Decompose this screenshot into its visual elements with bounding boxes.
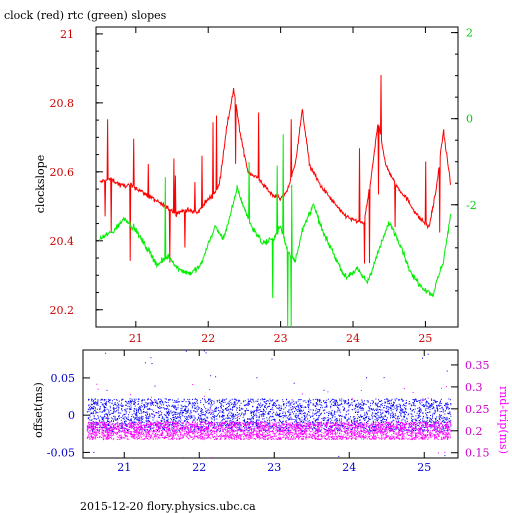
offset-x-tick-label-2: 23 — [267, 461, 281, 474]
rndtrip-y2-axis-label: rnd-trip(ms) — [497, 386, 510, 454]
series-line-rtc — [99, 134, 452, 328]
offset-x-tick-label-3: 24 — [342, 461, 356, 474]
offset-y-tick-label-0: -0.05 — [47, 446, 75, 459]
slopes-x-tick-label-4: 25 — [418, 332, 432, 345]
series-line-clock — [99, 74, 452, 264]
slopes-y2-tick-label-1: 0 — [466, 113, 473, 126]
offset-panel: 21 22 23 24 25 -0.05 0 0.05 0.15 0.2 0.25 0.3 0.35… — [32, 349, 510, 474]
offset-y-tick-label-1: 0 — [68, 409, 75, 422]
slopes-plot-frame — [95, 26, 459, 328]
offset-y-tick-label-2: 0.05 — [51, 372, 76, 385]
offset-x-tick-label-1: 22 — [192, 461, 206, 474]
footer-text: 2015-12-20 flory.physics.ubc.ca — [80, 500, 256, 513]
slopes-y2-tick-label-2: 2 — [466, 27, 473, 40]
slopes-x-tick-label-3: 24 — [346, 332, 360, 345]
rndtrip-y2-ticks: 0.15 0.2 0.25 0.3 0.35 — [451, 359, 490, 460]
offset-plot-frame — [82, 349, 459, 459]
slopes-panel: 21 22 23 24 25 20.2 20.4 20.6 20.8 21 -2 0 2 clock… — [34, 26, 477, 345]
rndtrip-y2-tick-label-3: 0.3 — [465, 381, 483, 394]
slopes-y-tick-label-2: 20.6 — [50, 166, 75, 179]
rndtrip-y2-tick-label-0: 0.15 — [465, 447, 490, 460]
offset-y-ticks: -0.05 0 0.05 — [47, 372, 90, 459]
slopes-x-tick-label-1: 22 — [201, 332, 215, 345]
slopes-y-tick-label-4: 21 — [60, 28, 74, 41]
rndtrip-y2-tick-label-4: 0.35 — [465, 359, 490, 372]
slopes-y-axis-label: clockslope — [34, 155, 47, 213]
offset-y-axis-label: offset(ms) — [32, 382, 45, 438]
slopes-y-tick-label-1: 20.4 — [50, 235, 75, 248]
slopes-series — [99, 74, 452, 328]
slopes-y-tick-label-0: 20.2 — [50, 304, 75, 317]
slopes-x-tick-label-0: 21 — [129, 332, 143, 345]
offset-rndtrip-points — [86, 350, 452, 458]
slopes-y-ticks: 20.2 20.4 20.6 20.8 21 — [50, 28, 103, 317]
points-offset — [86, 350, 452, 457]
page-title: clock (red) rtc (green) slopes — [4, 9, 167, 22]
offset-x-tick-label-4: 25 — [417, 461, 431, 474]
offset-x-ticks: 21 22 23 24 25 — [117, 350, 431, 474]
slopes-x-tick-label-2: 23 — [274, 332, 288, 345]
rndtrip-y2-tick-label-2: 0.25 — [465, 403, 490, 416]
slopes-y2-tick-label-0: -2 — [466, 199, 477, 212]
slopes-x-ticks: 21 22 23 24 25 — [129, 27, 432, 345]
slopes-y-tick-label-3: 20.8 — [50, 97, 75, 110]
offset-x-tick-label-0: 21 — [117, 461, 131, 474]
points-rnd-trip — [86, 383, 452, 458]
slopes-y2-ticks: -2 0 2 — [451, 27, 477, 292]
rndtrip-y2-tick-label-1: 0.2 — [465, 425, 483, 438]
